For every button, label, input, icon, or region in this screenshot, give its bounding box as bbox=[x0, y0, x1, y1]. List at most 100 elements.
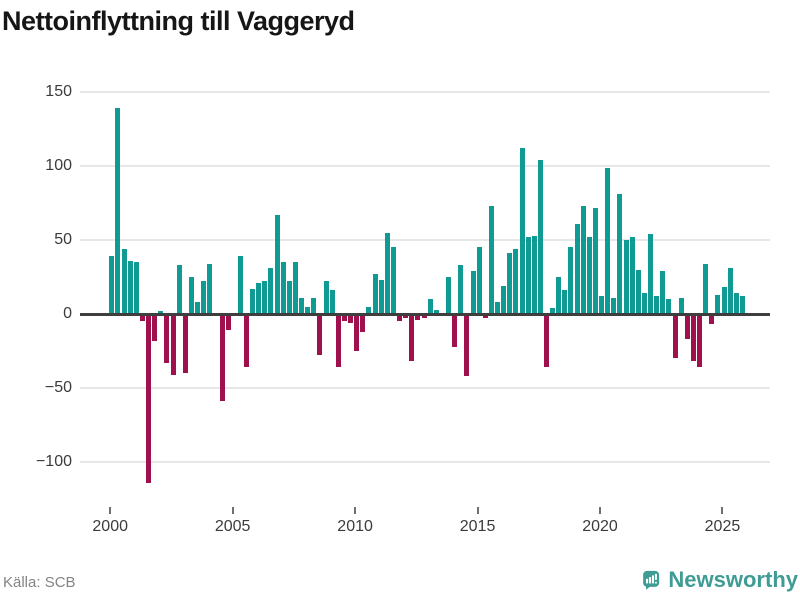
gridline bbox=[80, 239, 770, 242]
bar-2014-q3 bbox=[464, 315, 470, 377]
bar-2015-q2 bbox=[482, 315, 488, 319]
bar-2025-q1 bbox=[721, 287, 727, 314]
y-axis-tick-label: −100 bbox=[35, 452, 72, 470]
bar-2020-q1 bbox=[599, 296, 605, 314]
bar-2013-q1 bbox=[427, 299, 433, 314]
bar-2011-q3 bbox=[390, 247, 396, 314]
gridline bbox=[80, 91, 770, 94]
x-axis-tick-label: 2020 bbox=[582, 518, 618, 535]
bar-2003-q2 bbox=[188, 277, 194, 314]
bar-2018-q3 bbox=[562, 290, 568, 314]
bar-2010-q1 bbox=[354, 315, 360, 351]
x-axis-tick bbox=[109, 507, 112, 514]
bar-2017-q2 bbox=[531, 235, 537, 314]
y-axis-tick-label: −50 bbox=[44, 378, 72, 396]
bar-2023-q3 bbox=[684, 315, 690, 340]
source-label: Källa: SCB bbox=[3, 574, 76, 591]
bar-2003-q1 bbox=[182, 315, 188, 374]
bar-2021-q1 bbox=[623, 240, 629, 314]
bar-2012-q1 bbox=[403, 315, 409, 319]
bar-2019-q4 bbox=[592, 207, 598, 314]
bar-2019-q1 bbox=[574, 223, 580, 314]
bar-2019-q2 bbox=[580, 206, 586, 314]
bar-2022-q1 bbox=[648, 234, 654, 314]
bar-chart-speech-bubble-icon bbox=[643, 570, 660, 590]
bar-2024-q4 bbox=[715, 294, 721, 314]
bar-2003-q3 bbox=[195, 302, 201, 314]
bar-2011-q4 bbox=[397, 315, 403, 322]
bar-2019-q3 bbox=[586, 237, 592, 314]
bar-2001-q2 bbox=[139, 315, 145, 322]
bar-2018-q1 bbox=[550, 308, 556, 314]
chart-title: Nettoinflyttning till Vaggeryd bbox=[2, 6, 355, 36]
bar-2024-q2 bbox=[703, 263, 709, 314]
bar-2021-q3 bbox=[635, 269, 641, 314]
bar-2003-q4 bbox=[201, 281, 207, 314]
gridline bbox=[80, 460, 770, 463]
bar-2021-q2 bbox=[629, 237, 635, 314]
bar-2006-q2 bbox=[262, 281, 268, 314]
x-axis-tick bbox=[599, 507, 601, 514]
x-axis-tick-label: 2000 bbox=[92, 518, 128, 535]
bar-2023-q4 bbox=[690, 315, 696, 362]
bar-2010-q4 bbox=[372, 274, 378, 314]
bar-2009-q1 bbox=[329, 290, 335, 314]
bar-2007-q3 bbox=[292, 262, 298, 314]
x-axis-tick bbox=[231, 507, 234, 514]
bar-2002-q4 bbox=[176, 265, 182, 314]
brand-logo: Newsworthy bbox=[642, 563, 798, 597]
bar-2000-q2 bbox=[115, 108, 121, 314]
bar-2001-q3 bbox=[146, 315, 152, 483]
x-axis-tick-label: 2005 bbox=[214, 518, 251, 535]
bar-2002-q3 bbox=[170, 315, 176, 375]
bar-2005-q4 bbox=[250, 288, 256, 314]
bar-2023-q2 bbox=[678, 297, 684, 314]
gridline bbox=[80, 386, 770, 389]
bar-2006-q4 bbox=[274, 214, 280, 314]
bar-2016-q1 bbox=[501, 285, 507, 314]
bar-2021-q4 bbox=[641, 293, 647, 314]
bar-2020-q2 bbox=[605, 167, 611, 314]
bar-2014-q1 bbox=[452, 315, 458, 347]
bar-2007-q4 bbox=[299, 297, 305, 314]
bar-2018-q4 bbox=[568, 247, 574, 314]
bar-2000-q1 bbox=[109, 256, 115, 314]
bar-2015-q4 bbox=[495, 302, 501, 314]
bar-2020-q3 bbox=[611, 297, 617, 314]
bar-2025-q2 bbox=[727, 268, 733, 314]
x-axis-tick-label: 2015 bbox=[459, 518, 496, 535]
bar-2024-q3 bbox=[709, 315, 715, 325]
bar-2016-q4 bbox=[519, 148, 525, 314]
bar-2004-q1 bbox=[207, 263, 213, 314]
bar-2010-q2 bbox=[360, 315, 366, 332]
y-axis-tick-label: 50 bbox=[54, 231, 72, 249]
bar-2014-q4 bbox=[470, 271, 476, 314]
bar-2016-q2 bbox=[507, 253, 513, 314]
bar-2012-q3 bbox=[415, 315, 421, 320]
bar-2017-q1 bbox=[525, 237, 531, 314]
bar-2012-q2 bbox=[409, 315, 415, 362]
bar-2001-q4 bbox=[152, 315, 158, 341]
bar-2015-q3 bbox=[488, 206, 494, 314]
y-axis-tick-label: 150 bbox=[45, 83, 72, 101]
bar-2022-q3 bbox=[660, 271, 666, 314]
bar-2023-q1 bbox=[672, 315, 678, 359]
brand-name: Newsworthy bbox=[668, 567, 798, 592]
bar-2017-q4 bbox=[544, 315, 549, 368]
bar-2001-q1 bbox=[133, 262, 139, 314]
x-axis-tick bbox=[476, 507, 479, 514]
zero-line bbox=[80, 312, 770, 316]
bar-2009-q2 bbox=[335, 315, 341, 368]
bar-2009-q3 bbox=[341, 315, 347, 322]
bar-2022-q2 bbox=[654, 296, 660, 314]
bar-2005-q2 bbox=[237, 256, 243, 314]
bar-2006-q3 bbox=[268, 268, 274, 314]
bar-2020-q4 bbox=[617, 194, 623, 314]
bar-2007-q2 bbox=[286, 281, 292, 314]
bar-2025-q3 bbox=[733, 293, 739, 314]
bar-2004-q3 bbox=[219, 315, 225, 402]
x-axis-tick bbox=[721, 507, 724, 514]
bar-2010-q3 bbox=[366, 306, 372, 314]
